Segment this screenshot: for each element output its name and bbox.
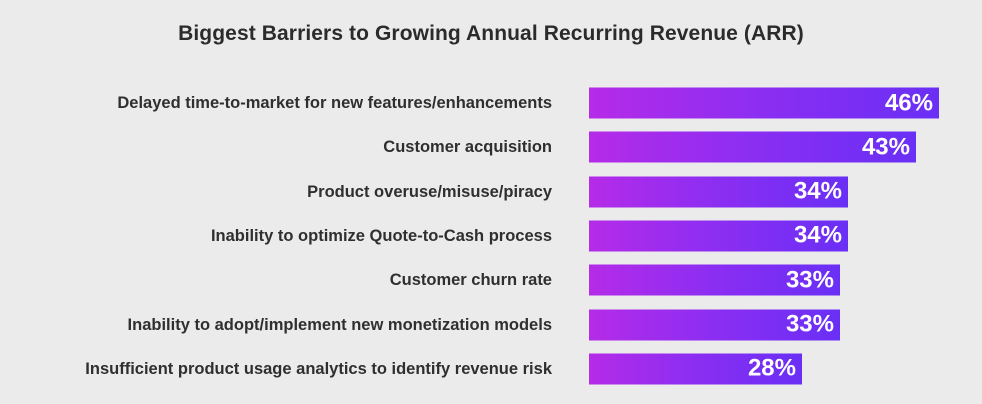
bar: 34% <box>589 220 848 252</box>
category-label: Customer churn rate <box>389 271 552 290</box>
category-label: Insufficient product usage analytics to … <box>85 359 552 378</box>
category-label: Inability to optimize Quote-to-Cash proc… <box>210 226 552 245</box>
bar: 46% <box>589 87 939 119</box>
bar-value-label: 33% <box>785 266 834 294</box>
bar: 33% <box>589 309 840 340</box>
bar: 34% <box>589 176 848 208</box>
bar-value-label: 34% <box>793 221 842 249</box>
bar-value-label: 46% <box>884 89 933 116</box>
bar-value-label: 28% <box>747 354 796 382</box>
category-label: Delayed time-to-market for new features/… <box>117 94 552 112</box>
bar-value-label: 43% <box>861 133 910 161</box>
category-label: Inability to adopt/implement new monetiz… <box>127 315 552 334</box>
bar: 43% <box>589 131 916 163</box>
category-label: Product overuse/misuse/piracy <box>307 182 552 201</box>
bar: 33% <box>589 264 840 296</box>
bar-value-label: 34% <box>793 177 842 205</box>
chart-title: Biggest Barriers to Growing Annual Recur… <box>178 22 804 45</box>
bar: 28% <box>589 353 802 385</box>
bar-value-label: 33% <box>785 310 834 338</box>
category-label: Customer acquisition <box>383 138 552 157</box>
